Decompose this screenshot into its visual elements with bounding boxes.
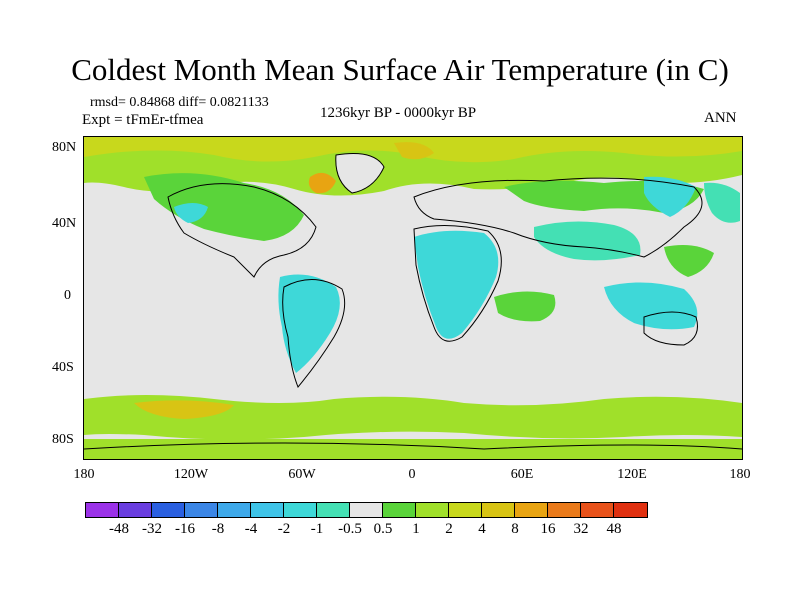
colorbar-box-10	[416, 503, 449, 517]
lon-label-60w: 60W	[288, 467, 316, 482]
colorbar-box-11	[449, 503, 482, 517]
colorbar-box-6	[284, 503, 317, 517]
colorbar-label-13: 16	[540, 521, 556, 537]
antarctica-warm	[84, 439, 742, 459]
coastlines	[84, 153, 742, 450]
maritime-cool	[604, 282, 698, 330]
colorbar-box-8	[350, 503, 383, 517]
colorbar-label-14: 32	[573, 521, 589, 537]
colorbar-box-13	[515, 503, 548, 517]
siberia-cool	[704, 182, 740, 223]
lat-label-80n: 80N	[52, 140, 77, 155]
temperature-map	[83, 136, 743, 460]
colorbar-box-9	[383, 503, 416, 517]
colorbar-box-14	[548, 503, 581, 517]
colorbar-box-15	[581, 503, 614, 517]
pacific-cool	[174, 203, 208, 223]
southern-ocean-warm	[84, 395, 742, 440]
siberia-hot-patch	[394, 142, 434, 160]
colorbar-label-9: 1	[412, 521, 420, 537]
stats-text: rmsd= 0.84868 diff= 0.0821133	[90, 95, 269, 110]
lon-label-60e: 60E	[510, 467, 534, 482]
colorbar-label-1: -32	[142, 521, 162, 537]
lon-label-0: 0	[408, 467, 416, 482]
colorbar-label-6: -1	[310, 521, 324, 537]
season-label: ANN	[704, 110, 737, 126]
colorbar-box-4	[218, 503, 251, 517]
colorbar-box-7	[317, 503, 350, 517]
south-america-cool	[278, 274, 340, 373]
lon-label-180w: 180	[73, 467, 95, 482]
map-canvas	[84, 137, 742, 459]
lat-label-40n: 40N	[52, 216, 77, 231]
colorbar-box-16	[614, 503, 647, 517]
period-label: 1236kyr BP - 0000kyr BP	[320, 105, 477, 121]
colorbar-label-8: 0.5	[373, 521, 393, 537]
colorbar-box-3	[185, 503, 218, 517]
colorbar	[85, 502, 648, 518]
lon-label-180e: 180	[729, 467, 751, 482]
colorbar-label-5: -2	[277, 521, 291, 537]
colorbar-label-15: 48	[606, 521, 622, 537]
indian-ocean-warm	[494, 291, 556, 322]
lat-label-80s: 80S	[52, 432, 74, 447]
lat-label-40s: 40S	[52, 360, 74, 375]
colorbar-label-7: -0.5	[338, 521, 362, 537]
central-asia-cool	[644, 176, 696, 217]
colorbar-box-1	[119, 503, 152, 517]
lon-label-120w: 120W	[173, 467, 209, 482]
colorbar-box-2	[152, 503, 185, 517]
chart-title: Coldest Month Mean Surface Air Temperatu…	[71, 52, 729, 87]
greenland-hot-patch	[308, 172, 336, 194]
colorbar-label-0: -48	[109, 521, 129, 537]
colorbar-box-12	[482, 503, 515, 517]
lat-label-0: 0	[64, 288, 71, 303]
colorbar-label-3: -8	[211, 521, 225, 537]
colorbar-label-10: 2	[445, 521, 453, 537]
experiment-label: Expt = tFmEr-tfmea	[82, 112, 204, 128]
lon-label-120e: 120E	[617, 467, 647, 482]
colorbar-box-0	[86, 503, 119, 517]
southern-ocean-warmest	[134, 400, 234, 419]
colorbar-label-2: -16	[175, 521, 195, 537]
colorbar-box-5	[251, 503, 284, 517]
colorbar-label-4: -4	[244, 521, 258, 537]
indonesia-warm	[664, 245, 714, 277]
colorbar-label-12: 8	[511, 521, 519, 537]
africa-cool	[414, 230, 499, 339]
colorbar-label-11: 4	[478, 521, 486, 537]
